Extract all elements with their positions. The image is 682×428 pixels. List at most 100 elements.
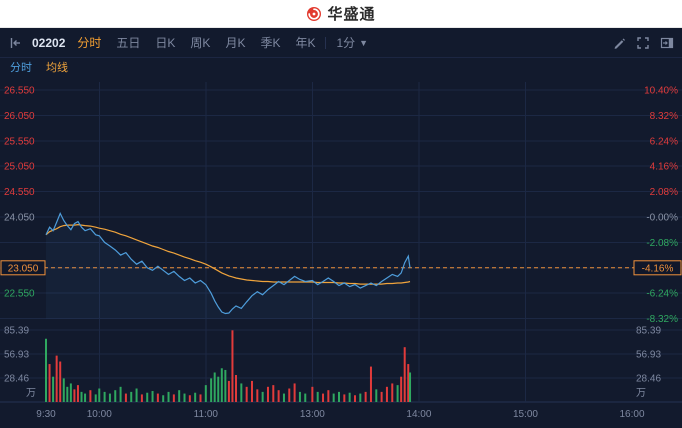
price-axis-labels: 26.550 10.40% 26.050 8.32% 25.550 6.24% 25.050…: [0, 86, 682, 325]
current-price-tag-text: 23.050: [8, 263, 39, 274]
brand-logo-icon: [306, 6, 322, 22]
current-price-tag: [633, 260, 682, 276]
volume-bar: [156, 393, 159, 402]
volume-unit-label: 万: [636, 388, 646, 399]
volume-bar: [250, 380, 253, 402]
brand-name: 华盛通: [327, 6, 376, 23]
percent-axis-label: 8.32%: [650, 111, 678, 122]
percent-axis-label: -6.24%: [646, 289, 678, 300]
percent-axis-label: 2.08%: [650, 187, 678, 198]
volume-bar: [240, 383, 243, 402]
collapse-panel-icon[interactable]: [8, 36, 22, 50]
price-line: [45, 211, 411, 315]
volume-bar: [245, 386, 248, 402]
tab-周K[interactable]: 周K: [190, 36, 211, 50]
price-area-fill: [46, 213, 410, 319]
volume-axis-label: 28.46: [636, 374, 661, 385]
volume-bar: [288, 388, 291, 402]
time-axis-label: 10:00: [87, 409, 112, 420]
toolbar-divider: [325, 36, 327, 49]
percent-axis-label: -0.00%: [646, 213, 678, 224]
percent-axis-label: -2.08%: [646, 238, 678, 249]
volume-bar: [204, 385, 207, 402]
volume-bar: [108, 393, 111, 402]
volume-bar: [316, 391, 319, 402]
minute-period-select[interactable]: 1分 ▼: [336, 34, 368, 51]
chevron-down-icon: ▼: [359, 37, 369, 48]
tab-季K[interactable]: 季K: [260, 36, 281, 50]
volume-bar: [183, 393, 186, 402]
volume-bar: [396, 385, 399, 402]
volume-bar: [261, 391, 264, 402]
volume-bar: [151, 391, 154, 402]
volume-axis-labels: 85.39 85.39 56.93 56.93 28.46 28.46 万 万: [4, 326, 661, 400]
tab-分时[interactable]: 分时: [77, 36, 102, 50]
price-axis-label: 22.550: [4, 289, 35, 300]
volume-bar: [407, 364, 410, 402]
chart-toolbar: 02202 分时 五日 日K 周K 月K 季K 年K 1分 ▼: [0, 28, 682, 58]
volume-axis-label: 28.46: [4, 374, 29, 385]
panel-right-icon[interactable]: [660, 36, 674, 50]
volume-bar: [227, 380, 230, 402]
volume-bar: [69, 383, 72, 402]
pencil-icon[interactable]: [612, 36, 626, 50]
price-axis-label: 26.050: [4, 111, 35, 122]
percent-axis-label: -8.32%: [646, 314, 678, 325]
tab-月K[interactable]: 月K: [225, 36, 246, 50]
volume-bar: [220, 368, 223, 402]
tab-年K[interactable]: 年K: [295, 36, 316, 50]
volume-bar: [210, 378, 213, 402]
volume-bar: [94, 394, 97, 402]
volume-bar: [403, 347, 406, 402]
ma-line: [45, 223, 411, 285]
intraday-chart[interactable]: 26.550 10.40% 26.050 8.32% 25.550 6.24% 25.050…: [0, 76, 682, 428]
volume-bar: [119, 386, 122, 402]
volume-bar: [188, 395, 191, 402]
volume-bar: [73, 389, 76, 402]
volume-bar: [304, 393, 307, 402]
chart-area[interactable]: 26.550 10.40% 26.050 8.32% 25.550 6.24% 25.050…: [0, 76, 682, 428]
volume-bar: [62, 378, 65, 402]
legend-均线: 均线: [46, 62, 68, 74]
volume-bar: [213, 372, 216, 402]
volume-bar: [364, 391, 367, 402]
volume-bar: [135, 388, 138, 402]
volume-axis-label: 85.39: [636, 326, 661, 337]
tab-日K[interactable]: 日K: [155, 36, 176, 50]
volume-bar: [130, 391, 133, 402]
volume-bars: [45, 330, 412, 402]
volume-bar: [66, 386, 69, 402]
price-axis-label: 24.550: [4, 187, 35, 198]
volume-bar: [375, 389, 378, 402]
volume-bar: [178, 390, 181, 402]
volume-bar: [277, 390, 280, 402]
time-axis-label: 9:30: [36, 409, 56, 420]
price-axis-label: 24.050: [4, 213, 35, 224]
volume-bar: [256, 389, 259, 402]
volume-bar: [409, 372, 412, 402]
volume-axis-label: 56.93: [4, 350, 29, 361]
volume-bar: [327, 390, 330, 402]
price-axis-label: 26.550: [4, 86, 35, 97]
chart-legend: 分时 均线: [0, 58, 682, 76]
tab-五日[interactable]: 五日: [116, 36, 141, 50]
volume-bar: [48, 364, 51, 402]
volume-bar: [124, 393, 127, 402]
volume-bar: [84, 393, 87, 402]
volume-bar: [162, 395, 165, 402]
volume-bar: [224, 369, 227, 402]
volume-bar: [400, 376, 403, 402]
volume-bar: [52, 376, 55, 402]
volume-bar: [343, 394, 346, 402]
volume-bar: [322, 393, 325, 402]
current-price-tag: [0, 260, 46, 276]
time-axis-label: 16:00: [619, 409, 644, 420]
volume-bar: [76, 385, 79, 402]
volume-bar: [194, 392, 197, 402]
volume-bar: [89, 390, 92, 402]
fullscreen-icon[interactable]: [636, 36, 650, 50]
brand-bar: 华盛通: [0, 0, 682, 28]
volume-bar: [338, 391, 340, 402]
volume-bar: [369, 366, 372, 402]
time-axis-label: 11:00: [194, 409, 219, 420]
